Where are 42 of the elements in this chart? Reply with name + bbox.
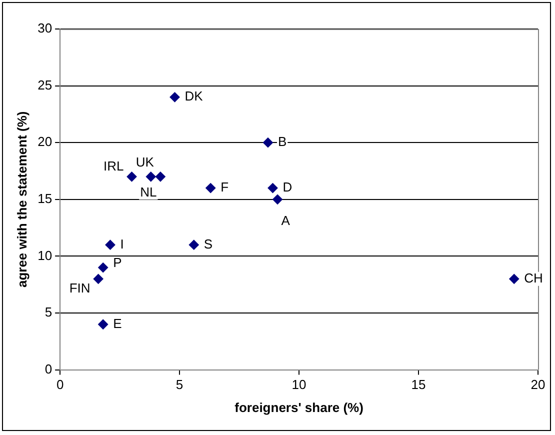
annotation: E	[113, 316, 122, 331]
y-tick-label: 20	[38, 134, 52, 150]
x-tick-label: 0	[56, 377, 64, 392]
annotation: IRL	[104, 158, 124, 174]
annotation: P	[113, 255, 122, 270]
x-tick-label: 10	[292, 377, 306, 392]
point	[98, 262, 108, 273]
x-tick-label: 15	[411, 377, 426, 392]
point	[268, 183, 278, 194]
annotation: D	[282, 180, 292, 195]
point	[98, 319, 108, 330]
y-tick-label: 10	[38, 248, 52, 263]
annotation: CH	[524, 270, 543, 286]
point	[93, 274, 104, 284]
point	[170, 92, 180, 102]
annotation: B	[278, 134, 287, 150]
x-tick-label: 20	[530, 377, 546, 392]
point	[509, 274, 520, 284]
point	[155, 172, 166, 182]
annotation: S	[204, 236, 213, 252]
annotation: UK	[136, 154, 154, 170]
point	[105, 240, 116, 250]
y-axis-title: agree with the statement (%)	[14, 111, 30, 288]
y-tick-label: 0	[44, 361, 52, 376]
x-tick-label: 5	[176, 377, 184, 392]
point	[206, 183, 216, 194]
annotation: DK	[184, 88, 204, 104]
point	[188, 240, 199, 250]
annotation: F	[220, 180, 229, 195]
annotation: FIN	[69, 280, 90, 296]
annotation: NL	[140, 184, 157, 200]
annotation: A	[281, 212, 290, 228]
point	[272, 194, 283, 204]
annotation: I	[120, 236, 124, 252]
point	[262, 138, 273, 148]
y-tick-label: 15	[38, 190, 52, 206]
y-tick-label: 30	[38, 20, 52, 36]
point	[146, 172, 156, 182]
x-axis-title: foreigners' share (%)	[234, 400, 364, 415]
y-tick-label: 5	[44, 304, 52, 320]
point	[126, 172, 137, 182]
y-tick-label: 25	[38, 77, 52, 92]
